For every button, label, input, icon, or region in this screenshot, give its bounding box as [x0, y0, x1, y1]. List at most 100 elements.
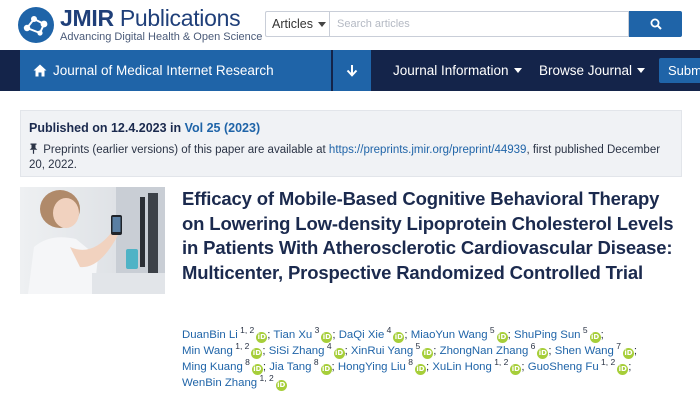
author-separator: ; — [262, 345, 266, 357]
author-separator: ; — [548, 345, 552, 357]
author-item: HongYing Liu 8iD; — [337, 358, 430, 375]
search-bar: Articles — [265, 11, 682, 37]
article-thumbnail — [20, 187, 165, 294]
orcid-icon[interactable]: iD — [589, 332, 601, 343]
author-name-link[interactable]: ZhongNan Zhang — [439, 345, 529, 357]
author-affiliation: 1, 2 — [237, 325, 255, 336]
site-header: JMIR Publications Advancing Digital Heal… — [0, 0, 700, 50]
author-separator: ; — [633, 345, 638, 357]
author-separator: ; — [425, 361, 430, 373]
author-name-link[interactable]: WenBin Zhang — [182, 377, 258, 389]
browse-journal-menu[interactable]: Browse Journal — [539, 50, 646, 91]
orcid-icon[interactable]: iD — [510, 364, 522, 375]
search-input[interactable] — [329, 11, 629, 37]
author-item: MiaoYun Wang 5iD; — [410, 326, 511, 343]
author-list: DuanBin Li 1, 2iD; Tian Xu 3iD; DaQi Xie… — [182, 326, 682, 391]
author-item: WenBin Zhang 1, 2iD — [182, 374, 287, 391]
author-affiliation: 5 — [413, 341, 421, 352]
journal-menu-toggle[interactable] — [333, 50, 371, 91]
chevron-down-icon — [637, 68, 646, 73]
author-name-link[interactable]: Tian Xu — [273, 329, 313, 341]
author-affiliation: 5 — [580, 325, 588, 336]
orcid-icon[interactable]: iD — [414, 364, 426, 375]
preprint-link[interactable]: https://preprints.jmir.org/preprint/4493… — [328, 144, 527, 156]
author-affiliation: 7 — [613, 341, 621, 352]
author-item: XinRui Yang 5iD; — [350, 342, 437, 359]
jmir-logo[interactable]: JMIR Publications Advancing Digital Heal… — [18, 6, 262, 44]
author-item: ZhongNan Zhang 6iD; — [439, 342, 552, 359]
author-separator: ; — [344, 345, 348, 357]
author-item: DuanBin Li 1, 2iD; — [182, 326, 271, 343]
logo-tagline: Advancing Digital Health & Open Science — [60, 31, 263, 43]
author-name-link[interactable]: DuanBin Li — [182, 329, 238, 341]
orcid-icon[interactable]: iD — [496, 332, 508, 343]
preprint-notice: Preprints (earlier versions) of this pap… — [29, 143, 661, 171]
publication-info-box: Published on 12.4.2023 in Vol 25 (2023) … — [20, 110, 682, 177]
author-separator: ; — [332, 329, 336, 341]
author-affiliation: 5 — [487, 325, 495, 336]
author-name-link[interactable]: GuoSheng Fu — [527, 361, 599, 373]
author-affiliation: 4 — [324, 341, 332, 352]
author-separator: ; — [262, 361, 267, 373]
author-item: DaQi Xie 4iD; — [338, 326, 408, 343]
search-icon — [650, 18, 662, 30]
author-affiliation: 1, 2 — [491, 357, 509, 368]
author-affiliation: 1, 2 — [598, 357, 616, 368]
author-affiliation: 3 — [312, 325, 320, 336]
orcid-icon[interactable]: iD — [622, 348, 634, 359]
chevron-down-icon — [513, 68, 522, 73]
author-item: Min Wang 1, 2iD; — [182, 342, 266, 359]
orcid-icon[interactable]: iD — [275, 380, 287, 391]
orcid-icon[interactable]: iD — [393, 332, 405, 343]
author-separator: ; — [267, 329, 271, 341]
journal-home-button[interactable]: Journal of Medical Internet Research — [20, 50, 331, 91]
author-separator: ; — [521, 361, 525, 373]
author-name-link[interactable]: XinRui Yang — [350, 345, 414, 357]
author-affiliation: 1, 2 — [232, 341, 250, 352]
arrow-down-icon — [346, 65, 358, 77]
author-separator: ; — [628, 361, 632, 373]
author-item: SiSi Zhang 4iD; — [268, 342, 348, 359]
orcid-icon[interactable]: iD — [537, 348, 549, 359]
author-separator: ; — [331, 361, 335, 373]
orcid-icon[interactable]: iD — [251, 364, 263, 375]
author-name-link[interactable]: Ming Kuang — [182, 361, 243, 373]
author-name-link[interactable]: XuLin Hong — [432, 361, 492, 373]
journal-information-menu[interactable]: Journal Information — [393, 50, 522, 91]
logo-title: JMIR Publications — [60, 5, 241, 31]
author-separator: ; — [433, 345, 437, 357]
article-title: Efficacy of Mobile-Based Cognitive Behav… — [182, 188, 674, 283]
orcid-icon[interactable]: iD — [333, 348, 345, 359]
author-name-link[interactable]: SiSi Zhang — [268, 345, 325, 357]
orcid-icon[interactable]: iD — [422, 348, 434, 359]
orcid-icon[interactable]: iD — [251, 348, 263, 359]
author-name-link[interactable]: HongYing Liu — [337, 361, 406, 373]
orcid-icon[interactable]: iD — [321, 332, 333, 343]
author-name-link[interactable]: ShuPing Sun — [514, 329, 581, 341]
orcid-icon[interactable]: iD — [320, 364, 332, 375]
orcid-icon[interactable]: iD — [256, 332, 268, 343]
chevron-down-icon — [317, 21, 326, 27]
published-date: Published on 12.4.2023 in Vol 25 (2023) — [29, 121, 261, 135]
volume-link[interactable]: Vol 25 (2023) — [184, 121, 261, 135]
author-separator: ; — [600, 329, 604, 341]
main-nav: Journal of Medical Internet Research Jou… — [0, 50, 700, 91]
author-name-link[interactable]: Shen Wang — [554, 345, 614, 357]
author-item: Tian Xu 3iD; — [273, 326, 336, 343]
author-name-link[interactable]: DaQi Xie — [338, 329, 385, 341]
author-name-link[interactable]: Min Wang — [182, 345, 233, 357]
submit-button[interactable]: Submit — [659, 58, 700, 83]
author-name-link[interactable]: MiaoYun Wang — [410, 329, 488, 341]
journal-name: Journal of Medical Internet Research — [53, 63, 274, 78]
orcid-icon[interactable]: iD — [617, 364, 629, 375]
author-item: ShuPing Sun 5iD; — [514, 326, 604, 343]
search-scope-select[interactable]: Articles — [265, 11, 329, 37]
pin-icon — [29, 143, 38, 154]
author-name-link[interactable]: Jia Tang — [269, 361, 312, 373]
author-affiliation: 8 — [311, 357, 319, 368]
jmir-logo-icon — [18, 7, 54, 43]
search-button[interactable] — [629, 11, 682, 37]
author-affiliation: 4 — [384, 325, 392, 336]
author-item: XuLin Hong 1, 2iD; — [432, 358, 525, 375]
author-item: Ming Kuang 8iD; — [182, 358, 267, 375]
